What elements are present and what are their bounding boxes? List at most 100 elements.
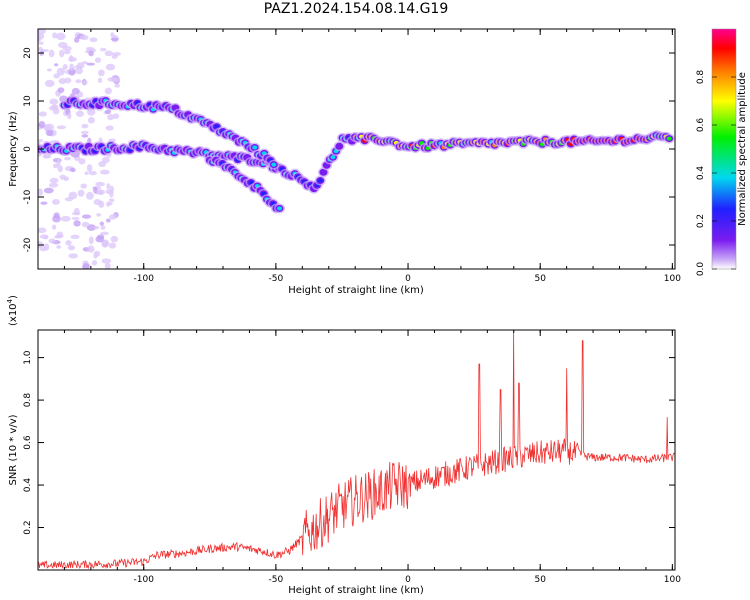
- colorbar-gradient: [712, 29, 736, 269]
- noise-blob: [87, 108, 96, 116]
- noise-blob: [67, 245, 76, 251]
- x-tick-label: 0: [405, 274, 411, 284]
- noise-blob: [96, 189, 103, 195]
- colorbar-tick-label: 0.6: [696, 118, 706, 133]
- noise-blob: [99, 47, 107, 52]
- noise-blob: [114, 83, 121, 88]
- noise-blob: [94, 57, 102, 63]
- band-core: [172, 105, 178, 110]
- noise-blob: [107, 77, 117, 82]
- y-tick-label: 0.6: [23, 435, 33, 450]
- noise-blob: [67, 112, 72, 120]
- noise-blob: [39, 234, 49, 239]
- noise-blob: [56, 125, 67, 130]
- noise-blob: [38, 139, 43, 143]
- noise-blob: [48, 238, 56, 244]
- noise-blob: [95, 236, 104, 243]
- band-core: [324, 163, 330, 168]
- noise-blob: [43, 155, 51, 159]
- noise-blob: [97, 77, 103, 84]
- noise-blob: [43, 187, 54, 194]
- noise-blob: [81, 61, 88, 65]
- noise-blob: [87, 245, 95, 253]
- noise-blob: [38, 41, 44, 45]
- noise-blob: [82, 80, 88, 85]
- noise-blob: [51, 224, 57, 230]
- x-tick-label: 50: [534, 274, 546, 284]
- noise-blob: [86, 191, 94, 200]
- noise-blob: [104, 262, 111, 269]
- noise-blob: [91, 260, 98, 266]
- noise-blob: [86, 164, 93, 173]
- noise-blob: [100, 169, 110, 175]
- noise-blob: [82, 263, 90, 269]
- noise-blob: [95, 181, 105, 187]
- noise-blob: [75, 79, 82, 84]
- noise-blob: [38, 111, 47, 117]
- noise-blob: [84, 171, 89, 175]
- noise-blob: [100, 225, 106, 230]
- noise-blob: [68, 55, 74, 62]
- noise-blob: [96, 213, 102, 217]
- noise-blob: [78, 158, 86, 165]
- noise-blob: [93, 199, 102, 206]
- noise-blob: [86, 62, 95, 66]
- x-tick-label: 50: [534, 575, 546, 585]
- noise-blob: [94, 250, 101, 257]
- noise-blob: [105, 63, 116, 71]
- noise-blob: [48, 182, 59, 188]
- x-tick-label: 0: [405, 575, 411, 585]
- band-core: [320, 170, 326, 175]
- noise-blob: [56, 67, 66, 76]
- noise-blob: [71, 87, 80, 95]
- noise-blob: [64, 197, 74, 202]
- noise-blob: [80, 130, 89, 135]
- noise-blob: [44, 79, 55, 88]
- noise-blob: [80, 183, 88, 189]
- noise-blob: [105, 218, 111, 223]
- noise-blob: [79, 35, 89, 41]
- noise-blob: [68, 253, 79, 259]
- noise-blob: [99, 221, 105, 226]
- noise-blob: [111, 54, 118, 59]
- noise-blob: [56, 245, 62, 249]
- snr-panel: -100 -50 0 50 100 0.2 0.4 0.6 0.8 1.0 Height of s…: [6, 295, 681, 596]
- noise-blob: [112, 113, 120, 119]
- noise-blob: [77, 189, 85, 197]
- noise-blob: [108, 202, 113, 206]
- noise-blob: [49, 177, 59, 184]
- noise-blob: [38, 240, 44, 248]
- noise-blob: [73, 207, 80, 216]
- y-tick-label: 10: [23, 95, 33, 107]
- snr-y-scale-label: (x104): [6, 295, 19, 326]
- noise-blob: [108, 242, 117, 249]
- noise-blob: [59, 49, 65, 58]
- noise-blob: [63, 50, 71, 55]
- noise-blob: [89, 37, 98, 43]
- snr-x-label: Height of straight line (km): [288, 585, 424, 596]
- noise-blob: [43, 243, 50, 251]
- colorbar-tick-label: 0.2: [696, 214, 706, 228]
- noise-blob: [71, 216, 80, 221]
- noise-blob: [44, 123, 55, 131]
- x-tick-label: 100: [664, 274, 681, 284]
- colorbar-tick-label: 0.4: [696, 166, 706, 181]
- spectrogram-heatmap: [38, 29, 675, 269]
- noise-blob: [69, 63, 74, 72]
- noise-blob: [100, 231, 109, 236]
- noise-blob: [88, 170, 97, 176]
- noise-blob: [93, 225, 100, 230]
- y-tick-label: -20: [23, 237, 33, 252]
- band-core: [214, 124, 220, 129]
- band-core: [330, 155, 336, 160]
- band-core: [271, 162, 277, 167]
- y-tick-label: 0.2: [23, 520, 33, 534]
- noise-blob: [81, 214, 92, 219]
- noise-blob: [104, 109, 112, 114]
- noise-blob: [53, 212, 60, 219]
- noise-blob: [38, 46, 43, 52]
- noise-blob: [104, 50, 114, 57]
- x-tick-label: -50: [269, 575, 284, 585]
- band-core: [666, 136, 672, 141]
